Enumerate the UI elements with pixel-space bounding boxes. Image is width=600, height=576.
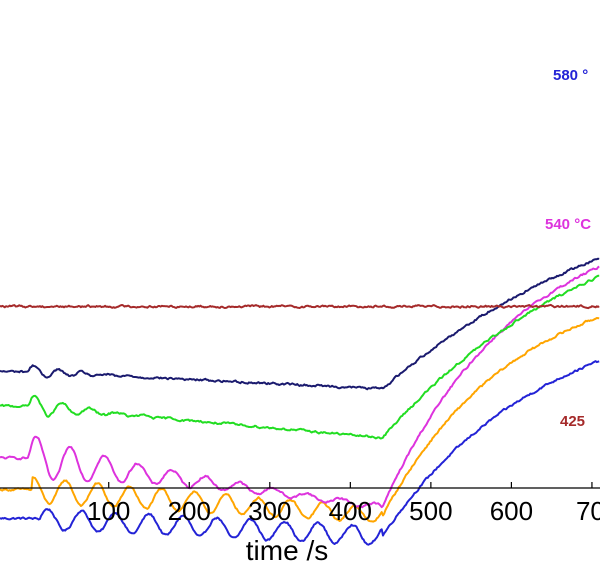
x-tick-label: 200 [168, 496, 211, 526]
series-line-6 [0, 303, 600, 310]
x-ticks: 100 200 300 400 500 600 70 [87, 482, 600, 526]
series-line-2 [0, 317, 600, 523]
x-axis-title: time /s [246, 535, 328, 566]
x-tick-label: 400 [329, 496, 372, 526]
series-label-2: 540 °C [545, 216, 591, 233]
x-tick-label: 100 [87, 496, 130, 526]
x-tick-label: 300 [248, 496, 291, 526]
x-tick-label: 70 [576, 496, 600, 526]
series-line-4 [0, 274, 600, 440]
series-line-1 [0, 360, 600, 546]
x-tick-label: 600 [490, 496, 533, 526]
x-tick-label: 500 [409, 496, 452, 526]
series-label-3: 425 [560, 413, 585, 430]
series-layer [0, 257, 600, 546]
series-label-1: 580 ° [553, 67, 588, 84]
series-labels: 580 ° 540 °C 425 [545, 67, 591, 430]
